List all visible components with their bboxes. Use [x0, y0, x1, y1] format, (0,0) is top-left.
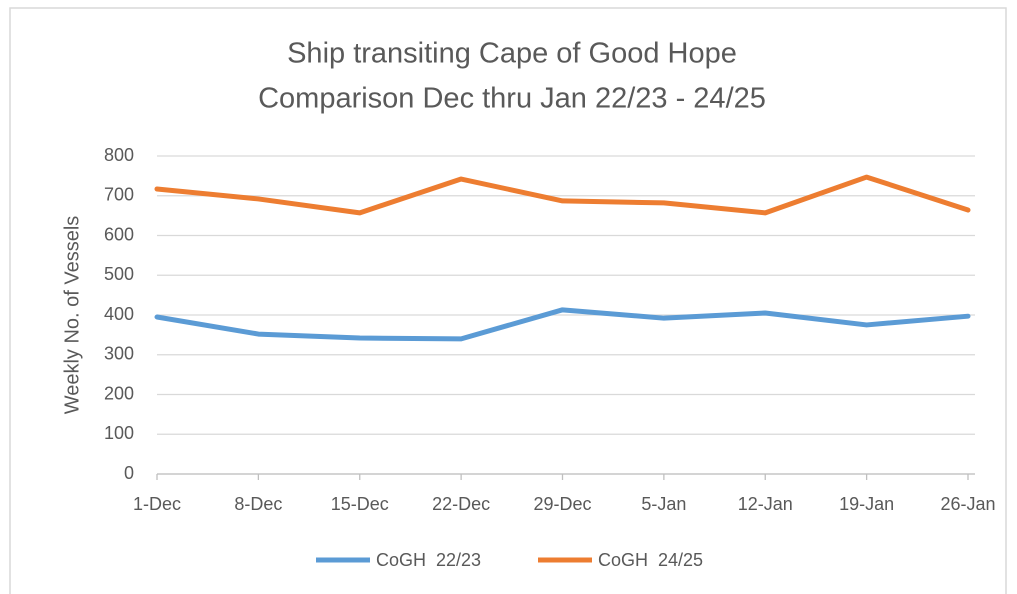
- chart-title: Comparison Dec thru Jan 22/23 - 24/25: [258, 83, 766, 115]
- x-tick-label: 5-Jan: [641, 494, 686, 514]
- x-tick-label: 22-Dec: [432, 494, 490, 514]
- y-tick-label: 400: [104, 304, 134, 324]
- x-tick-label: 26-Jan: [940, 494, 995, 514]
- y-tick-label: 300: [104, 344, 134, 364]
- x-tick-label: 15-Dec: [331, 494, 389, 514]
- y-tick-label: 600: [104, 224, 134, 244]
- y-tick-label: 800: [104, 145, 134, 165]
- y-tick-label: 0: [124, 463, 134, 483]
- y-axis-title: Weekly No. of Vessels: [61, 216, 83, 415]
- chart-title: Ship transiting Cape of Good Hope: [287, 38, 737, 70]
- y-tick-label: 500: [104, 264, 134, 284]
- x-tick-label: 12-Jan: [738, 494, 793, 514]
- x-tick-label: 1-Dec: [133, 494, 181, 514]
- x-tick-label: 19-Jan: [839, 494, 894, 514]
- x-tick-label: 8-Dec: [234, 494, 282, 514]
- chart-border: [9, 7, 1007, 594]
- y-tick-label: 700: [104, 185, 134, 205]
- y-tick-label: 100: [104, 423, 134, 443]
- line-series: [154, 307, 971, 342]
- legend-label: CoGH 22/23: [376, 550, 481, 570]
- y-tick-label: 200: [104, 383, 134, 403]
- legend-label: CoGH 24/25: [598, 550, 703, 570]
- line-series: [154, 174, 971, 216]
- x-tick-label: 29-Dec: [533, 494, 591, 514]
